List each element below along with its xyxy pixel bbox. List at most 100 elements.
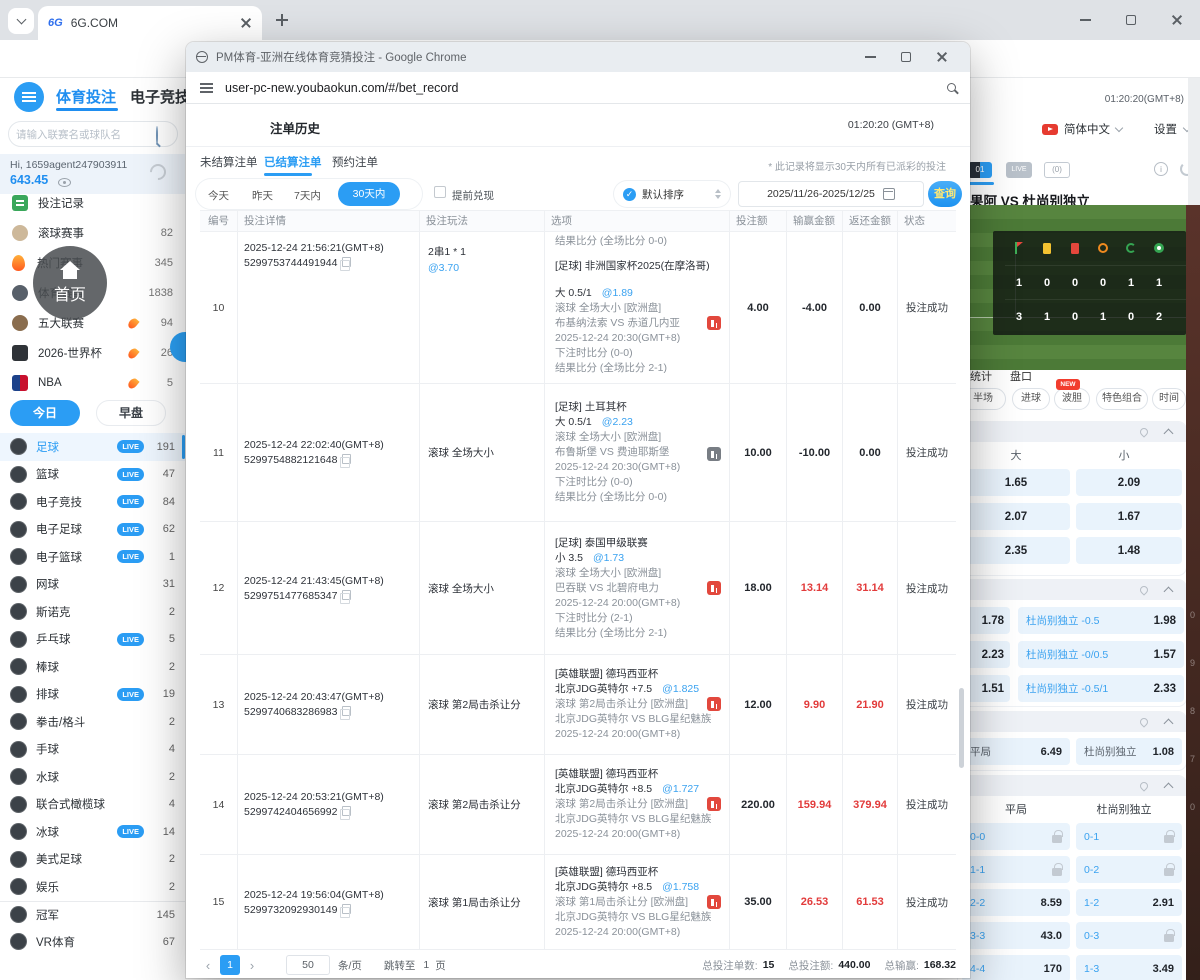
tab-reserved[interactable]: 预约注单 <box>332 157 378 169</box>
browser-tab[interactable]: 6G 6G.COM <box>38 6 262 40</box>
date-range-picker[interactable]: 2025/11/26-2025/12/25 <box>738 181 924 207</box>
menu-button[interactable] <box>14 82 44 112</box>
tab-unsettled[interactable]: 未结算注单 <box>200 157 258 169</box>
settings-select[interactable]: 设置 <box>1154 124 1177 136</box>
sidebar-item-outright[interactable]: 冠军 145 <box>0 900 185 929</box>
sidebar-item-rugby[interactable]: 联合式橄榄球 4 <box>0 791 185 819</box>
sidebar-item-baseball[interactable]: 棒球 2 <box>0 653 185 681</box>
search-button[interactable]: 查询 <box>928 181 962 207</box>
tab-settled[interactable]: 已结算注单 <box>264 157 322 169</box>
tab-early[interactable]: 早盘 <box>96 400 166 426</box>
collapse-icon[interactable] <box>1163 782 1174 793</box>
match-tracker-icon[interactable] <box>707 697 721 711</box>
sidebar-item-snooker[interactable]: 斯诺克 2 <box>0 598 185 626</box>
sidebar-item-amfootball[interactable]: 美式足球 2 <box>0 846 185 874</box>
odds-cell[interactable]: 1-1 <box>962 856 1070 883</box>
popup-close-button[interactable] <box>924 42 960 72</box>
sidebar-item-bet-records[interactable]: 投注记录 <box>0 188 185 218</box>
sidebar-item-worldcup[interactable]: 2026-世界杯 26 <box>0 338 185 368</box>
odds-cell[interactable]: 2.09 <box>1076 469 1182 496</box>
odds-cell[interactable]: 2-2 8.59 <box>962 889 1070 916</box>
sidebar-item-tabletennis[interactable]: 乒乓球 LIVE 5 <box>0 626 185 654</box>
match-tracker-icon[interactable] <box>707 895 721 909</box>
sidebar-item-basketball[interactable]: 篮球 LIVE 47 <box>0 461 185 489</box>
sidebar-item-efootball[interactable]: 电子足球 LIVE 62 <box>0 516 185 544</box>
copy-icon[interactable] <box>340 806 352 820</box>
copy-icon[interactable] <box>340 706 352 720</box>
odds-cell[interactable]: 1.48 <box>1076 537 1182 564</box>
odds-cell[interactable]: 0-3 <box>1076 922 1182 949</box>
zoom-icon[interactable] <box>947 83 956 92</box>
popup-maximize-button[interactable] <box>888 42 924 72</box>
home-float-button[interactable]: 首页 <box>33 246 107 320</box>
tab-today[interactable]: 今日 <box>10 400 80 426</box>
popup-minimize-button[interactable] <box>852 42 888 72</box>
match-tracker-icon[interactable] <box>707 581 721 595</box>
odds-cell[interactable]: 3-3 43.0 <box>962 922 1070 949</box>
filter-30days[interactable]: 30天内 <box>338 182 400 206</box>
nav-sports[interactable]: 体育投注 <box>56 89 117 106</box>
filter-7days[interactable]: 7天内 <box>294 190 321 202</box>
sidebar-item-icehockey[interactable]: 冰球 LIVE 14 <box>0 818 185 846</box>
odds-cell[interactable]: 1.65 <box>962 469 1070 496</box>
info-icon[interactable] <box>1154 162 1168 176</box>
popup-address-bar[interactable]: user-pc-new.youbaokun.com/#/bet_record <box>186 72 970 104</box>
pin-icon[interactable] <box>1138 584 1150 596</box>
collapse-icon[interactable] <box>1163 718 1174 729</box>
odds-cell[interactable]: 2.35 <box>962 537 1070 564</box>
sidebar-item-esports[interactable]: 电子竞技 LIVE 84 <box>0 488 185 516</box>
nav-esports[interactable]: 电子竞技 <box>130 89 191 106</box>
odds-cell[interactable]: 0-0 <box>962 823 1070 850</box>
sidebar-item-boxing[interactable]: 拳击/格斗 2 <box>0 708 185 736</box>
odds-cell[interactable]: 平局 6.49 <box>962 738 1070 765</box>
sidebar-item-ebasketball[interactable]: 电子篮球 LIVE 1 <box>0 543 185 571</box>
pin-icon[interactable] <box>1138 426 1150 438</box>
language-select[interactable]: 简体中文 <box>1064 124 1110 136</box>
sidebar-item-waterpolo[interactable]: 水球 2 <box>0 763 185 791</box>
sort-dropdown[interactable]: ✓ 默认排序 <box>614 181 730 207</box>
sidebar-item-entertainment[interactable]: 娱乐 2 <box>0 873 185 901</box>
filter-today[interactable]: 今天 <box>208 190 229 202</box>
copy-icon[interactable] <box>340 903 352 918</box>
window-close-button[interactable] <box>1154 0 1200 40</box>
match-tracker-icon[interactable] <box>707 797 721 811</box>
sidebar-item-nba[interactable]: NBA 5 <box>0 368 185 398</box>
sidebar-item-tennis[interactable]: 网球 31 <box>0 571 185 599</box>
tab-search-button[interactable] <box>8 8 34 34</box>
match-tracker-icon[interactable] <box>707 316 721 330</box>
table-scrollbar[interactable] <box>959 688 964 768</box>
filter-goals[interactable]: 进球 <box>1012 388 1050 410</box>
popup-title-bar[interactable]: PM体育-亚洲在线体育竞猜投注 - Google Chrome <box>186 42 970 72</box>
odds-cell[interactable]: 0-1 <box>1076 823 1182 850</box>
odds-cell[interactable]: 杜尚别独立 -0/0.5 1.57 <box>1018 641 1184 668</box>
window-minimize-button[interactable] <box>1062 0 1108 40</box>
sidebar-item-vr-sports[interactable]: VR体育 67 <box>0 928 185 956</box>
jump-page-input[interactable]: 1 <box>423 959 430 971</box>
sidebar-item-top-leagues[interactable]: 五大联赛 94 <box>0 308 185 338</box>
tab-statistics[interactable]: 统计 <box>970 371 992 383</box>
prev-page-button[interactable]: ‹ <box>205 957 211 973</box>
copy-icon[interactable] <box>340 589 352 604</box>
filter-yesterday[interactable]: 昨天 <box>252 190 273 202</box>
tab-close-icon[interactable] <box>240 17 252 29</box>
odds-cell[interactable]: 杜尚别独立 -0.5/1 2.33 <box>1018 675 1184 702</box>
filter-special[interactable]: 特色组合 <box>1096 388 1148 410</box>
refresh-balance-icon[interactable] <box>146 160 170 184</box>
odds-cell[interactable]: 1-2 2.91 <box>1076 889 1182 916</box>
odds-cell[interactable]: 杜尚别独立 -0.5 1.98 <box>1018 607 1184 634</box>
eye-icon[interactable] <box>58 178 71 187</box>
copy-icon[interactable] <box>340 454 352 468</box>
odds-cell[interactable]: 1-3 3.49 <box>1076 955 1182 980</box>
pin-icon[interactable] <box>1138 716 1150 728</box>
collapse-icon[interactable] <box>1163 428 1174 439</box>
tab-live-view[interactable]: LIVE <box>1006 162 1032 178</box>
sidebar-item-volleyball[interactable]: 排球 LIVE 19 <box>0 681 185 709</box>
odds-cell[interactable]: 杜尚别独立 1.08 <box>1076 738 1182 765</box>
odds-cell[interactable]: 4-4 170 <box>962 955 1070 980</box>
tab-markets[interactable]: 盘口 <box>1010 371 1032 383</box>
sidebar-item-football[interactable]: 足球 LIVE 191 <box>0 433 185 461</box>
search-input[interactable] <box>8 121 178 147</box>
page-number[interactable]: 1 <box>220 955 240 975</box>
cashout-label[interactable]: 提前兑现 <box>452 190 494 202</box>
odds-cell[interactable]: 1.67 <box>1076 503 1182 530</box>
